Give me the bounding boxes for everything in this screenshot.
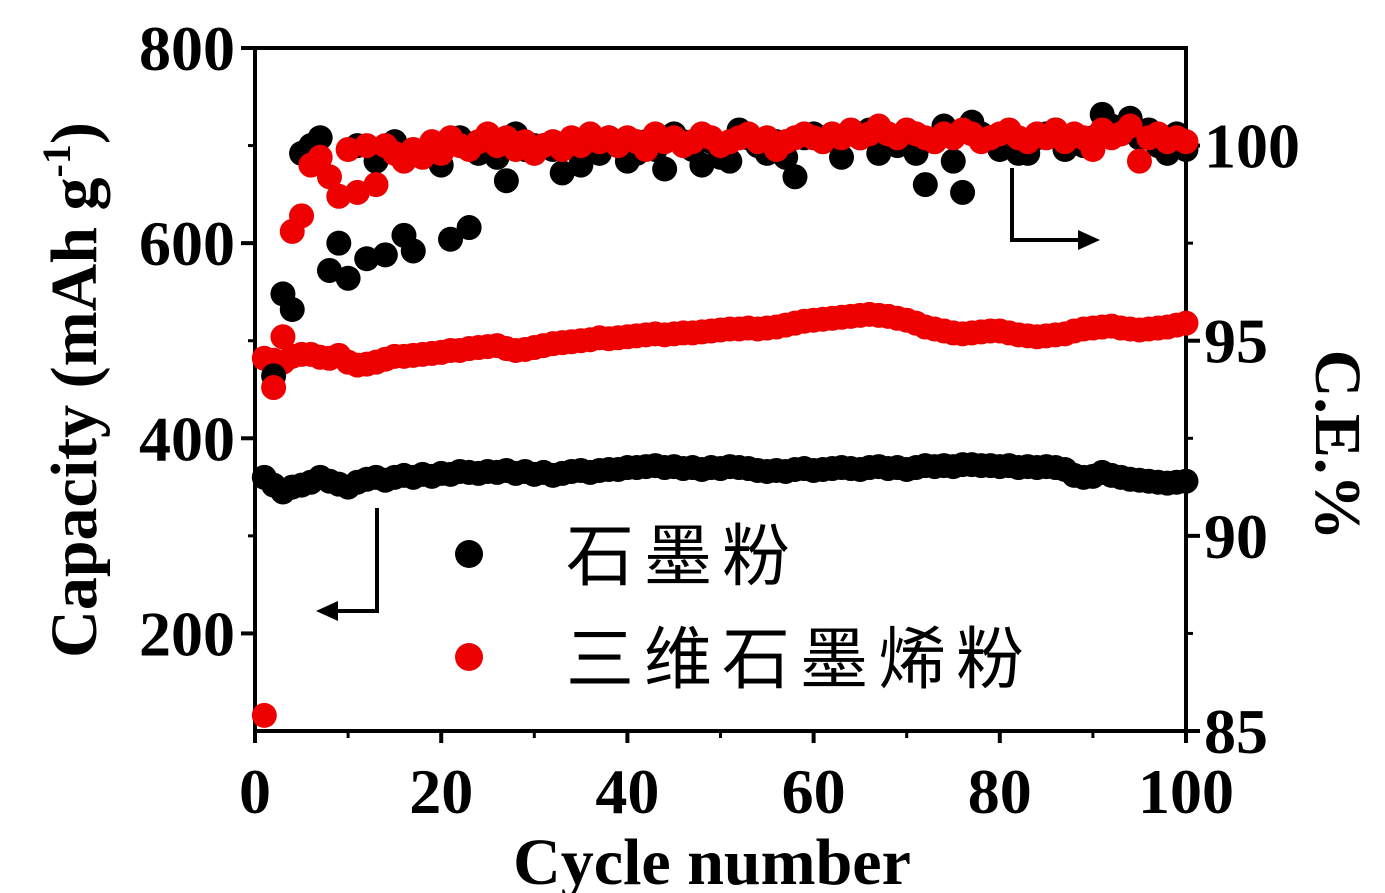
- data-point: [438, 226, 464, 252]
- y-left-tick-label: 600: [139, 208, 235, 279]
- legend-marker-graphite: [455, 540, 483, 568]
- y-left-tick-label: 400: [139, 403, 235, 474]
- legend-marker-graphene: [455, 643, 483, 671]
- data-point: [279, 296, 305, 322]
- x-tick-label: 40: [595, 756, 659, 827]
- data-point: [568, 152, 594, 178]
- data-point: [400, 238, 426, 264]
- y-right-axis-ticks: 85 90 95 100: [1186, 111, 1300, 767]
- y-left-axis-title-close: ): [38, 122, 111, 144]
- y-right-tick-label: 95: [1204, 306, 1268, 377]
- data-point: [363, 172, 389, 198]
- data-point: [270, 324, 296, 350]
- series-0: [251, 452, 1199, 505]
- legend-label-graphene: 三维石墨烯粉: [566, 621, 1034, 700]
- data-point: [1117, 113, 1143, 139]
- y-left-axis-title-superscript: -1: [34, 144, 79, 177]
- data-point: [307, 144, 333, 170]
- data-point: [307, 125, 333, 151]
- y-left-axis-ticks: 200 400 600 800: [139, 13, 255, 669]
- legend-label-graphite: 石墨粉: [566, 518, 800, 597]
- x-axis-ticks: 0 20 40 60 80 100: [239, 731, 1234, 827]
- y-left-tick-label: 800: [139, 13, 235, 84]
- left-axis-arrow: [316, 508, 379, 621]
- data-point: [1173, 468, 1199, 494]
- data-point: [354, 133, 380, 159]
- data-point: [335, 136, 361, 162]
- legend: 石墨粉 三维石墨烯粉: [455, 518, 1034, 700]
- data-point: [1173, 310, 1199, 336]
- data-point: [940, 148, 966, 174]
- data-point: [326, 183, 352, 209]
- y-left-axis-title: Capacity (mAh g-1): [34, 122, 111, 658]
- x-tick-label: 20: [409, 756, 473, 827]
- data-point: [782, 164, 808, 190]
- x-tick-label: 0: [239, 756, 271, 827]
- data-point: [316, 164, 342, 190]
- data-point: [354, 246, 380, 272]
- data-point: [950, 179, 976, 205]
- data-point: [251, 702, 277, 728]
- y-left-axis-title-main: Capacity (mAh g: [38, 178, 111, 658]
- data-marks: [251, 101, 1199, 728]
- x-axis-title: Cycle number: [513, 826, 911, 893]
- data-point: [1173, 129, 1199, 155]
- y-right-axis-title: C.E.%: [1301, 350, 1374, 541]
- data-point: [829, 144, 855, 170]
- data-point: [1126, 148, 1152, 174]
- data-point: [372, 242, 398, 268]
- series-3: [251, 113, 1199, 728]
- data-point: [912, 172, 938, 198]
- data-point: [335, 265, 361, 291]
- x-tick-label: 80: [968, 756, 1032, 827]
- y-left-tick-label: 200: [139, 598, 235, 669]
- data-point: [289, 203, 315, 229]
- x-tick-label: 100: [1138, 756, 1234, 827]
- data-point: [1080, 136, 1106, 162]
- data-point: [456, 215, 482, 241]
- data-point: [261, 375, 287, 401]
- right-axis-arrow: [1010, 168, 1100, 250]
- y-right-tick-label: 90: [1204, 501, 1268, 572]
- y-right-tick-label: 85: [1204, 696, 1268, 767]
- data-point: [326, 230, 352, 256]
- series-1: [251, 301, 1199, 378]
- data-point: [652, 156, 678, 182]
- x-tick-label: 60: [782, 756, 846, 827]
- data-point: [493, 168, 519, 194]
- y-right-tick-label: 100: [1204, 111, 1300, 182]
